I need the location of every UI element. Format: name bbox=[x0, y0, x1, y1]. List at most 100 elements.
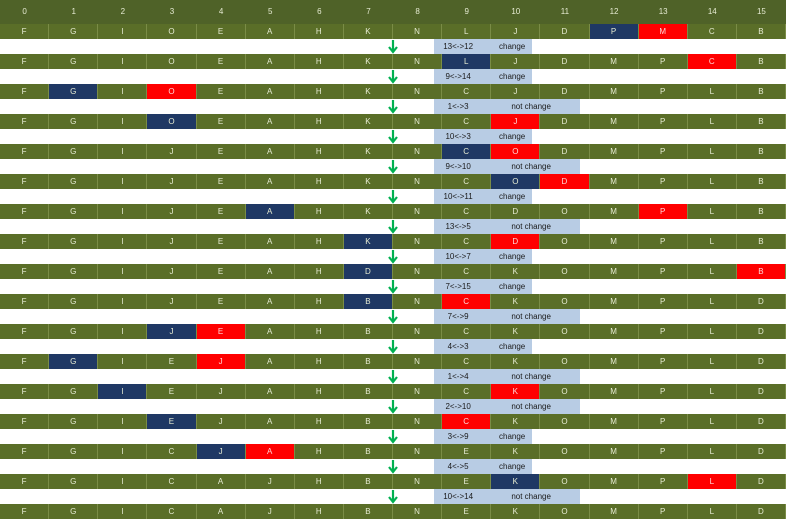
swap-pair: 4<->3 bbox=[447, 342, 469, 351]
letter-cell: O bbox=[147, 84, 197, 99]
down-arrow-icon bbox=[388, 130, 398, 144]
letter-cell: A bbox=[246, 384, 295, 399]
down-arrow-icon bbox=[388, 190, 398, 204]
letter-cell: M bbox=[590, 234, 639, 249]
letter-cell: J bbox=[147, 204, 197, 219]
letter-cell: D bbox=[343, 264, 393, 279]
letter-cell: H bbox=[295, 354, 344, 369]
column-header: 1 bbox=[71, 7, 76, 16]
letter-cell: L bbox=[688, 114, 737, 129]
letter-cell: H bbox=[295, 54, 344, 69]
letter-cell: H bbox=[295, 264, 344, 279]
letter-cell: P bbox=[639, 264, 688, 279]
column-header: 10 bbox=[511, 7, 521, 16]
letter-cell: K bbox=[491, 264, 541, 279]
column-header: 5 bbox=[267, 7, 273, 16]
letter-cell: L bbox=[688, 204, 737, 219]
letter-cell: L bbox=[687, 474, 737, 489]
letter-cell: A bbox=[245, 204, 295, 219]
letter-cell: H bbox=[295, 444, 344, 459]
letter-cell: A bbox=[246, 324, 295, 339]
letter-cell: K bbox=[344, 174, 393, 189]
letter-cell: G bbox=[49, 414, 99, 429]
swap-pair: 13<->12 bbox=[443, 42, 474, 51]
letter-cell: A bbox=[246, 264, 295, 279]
letter-cell: G bbox=[49, 144, 99, 159]
letter-cell: H bbox=[295, 474, 344, 489]
letter-cell: F bbox=[0, 174, 50, 189]
letter-cell: E bbox=[442, 474, 492, 489]
letter-cell: A bbox=[246, 414, 295, 429]
letter-cell: G bbox=[49, 174, 99, 189]
letter-cell: E bbox=[197, 54, 246, 69]
column-header: 13 bbox=[658, 7, 668, 16]
swap-label: 4<->5 change bbox=[434, 459, 533, 474]
letter-cell: N bbox=[393, 54, 443, 69]
letter-cell: G bbox=[49, 444, 99, 459]
letter-cell: D bbox=[540, 174, 590, 189]
swap-result: not change bbox=[511, 162, 551, 171]
swap-pair: 10<->3 bbox=[445, 132, 471, 141]
letter-cell: O bbox=[147, 24, 197, 39]
swap-pair: 13<->5 bbox=[445, 222, 471, 231]
swap-pair: 10<->11 bbox=[443, 192, 473, 201]
letter-cell: L bbox=[688, 444, 737, 459]
letter-cell: I bbox=[98, 204, 148, 219]
letter-cell: E bbox=[197, 204, 246, 219]
letter-cell: I bbox=[98, 54, 148, 69]
letter-cell: J bbox=[147, 324, 197, 339]
letter-cell: L bbox=[442, 54, 492, 69]
letter-cell: P bbox=[639, 234, 688, 249]
letter-cell: H bbox=[295, 204, 344, 219]
swap-label: 10<->14 not change bbox=[434, 489, 581, 504]
letter-cell: O bbox=[540, 324, 590, 339]
letter-cell: J bbox=[197, 384, 246, 399]
letter-cell: D bbox=[737, 444, 786, 459]
letter-cell: B bbox=[737, 54, 786, 69]
letter-cell: G bbox=[49, 24, 99, 39]
letter-cell: I bbox=[98, 264, 148, 279]
letter-cell: L bbox=[688, 414, 737, 429]
letter-cell: G bbox=[49, 54, 99, 69]
letter-cell: F bbox=[0, 84, 50, 99]
swap-pair: 7<->15 bbox=[445, 282, 471, 291]
letter-cell: H bbox=[295, 114, 344, 129]
letter-cell: H bbox=[295, 504, 344, 519]
letter-cell: C bbox=[442, 354, 492, 369]
letter-cell: K bbox=[344, 114, 393, 129]
letter-cell: L bbox=[688, 384, 737, 399]
letter-cell: M bbox=[590, 324, 639, 339]
swap-label: 10<->7 change bbox=[434, 249, 533, 264]
letter-cell: F bbox=[0, 54, 50, 69]
swap-pair: 10<->14 bbox=[443, 492, 474, 501]
letter-cell: J bbox=[246, 504, 295, 519]
swap-result: change bbox=[499, 462, 526, 471]
letter-cell: H bbox=[295, 234, 344, 249]
swap-result: change bbox=[499, 252, 526, 261]
letter-cell: A bbox=[245, 444, 295, 459]
letter-cell: K bbox=[344, 204, 393, 219]
letter-cell: C bbox=[442, 114, 492, 129]
letter-cell: I bbox=[98, 24, 148, 39]
letter-cell: L bbox=[688, 144, 737, 159]
letter-cell: C bbox=[688, 24, 737, 39]
swap-label: 10<->3 change bbox=[434, 129, 533, 144]
letter-cell: I bbox=[98, 474, 148, 489]
letter-cell: A bbox=[246, 234, 295, 249]
letter-cell: O bbox=[147, 54, 197, 69]
letter-cell: G bbox=[49, 264, 99, 279]
letter-cell: G bbox=[49, 204, 99, 219]
letter-cell: F bbox=[0, 144, 50, 159]
letter-cell: I bbox=[98, 444, 148, 459]
letter-cell: O bbox=[540, 384, 590, 399]
letter-cell: H bbox=[295, 24, 344, 39]
letter-cell: P bbox=[589, 24, 639, 39]
letter-cell: B bbox=[343, 294, 393, 309]
letter-cell: H bbox=[295, 174, 344, 189]
letter-cell: D bbox=[540, 84, 590, 99]
letter-cell: I bbox=[98, 114, 148, 129]
